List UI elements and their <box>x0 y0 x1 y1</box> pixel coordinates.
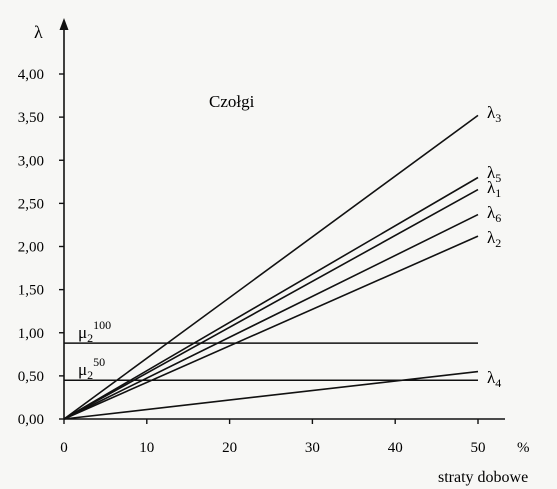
x-axis-unit: % <box>517 440 530 456</box>
y-axis-arrow <box>59 18 69 30</box>
series-line-lambda-4 <box>63 370 479 420</box>
y-tick-label: 0,50 <box>18 369 44 385</box>
x-tick-label: 40 <box>388 440 403 456</box>
series-label-lambda-1: λ1 <box>487 178 501 200</box>
series-label-lambda-6: λ6 <box>487 203 501 225</box>
y-tick-label: 1,00 <box>18 326 44 342</box>
reference-line-label: μ2100 <box>78 318 111 345</box>
y-tick-label: 2,50 <box>18 196 44 212</box>
y-axis-label: λ <box>34 22 43 42</box>
reference-line-label: μ250 <box>78 355 105 382</box>
x-tick-label: 0 <box>60 440 68 456</box>
series-label-lambda-5: λ5 <box>487 163 501 185</box>
y-tick-label: 3,00 <box>18 153 44 169</box>
series-line-lambda-3 <box>63 114 479 420</box>
series-line-lambda-2 <box>63 235 479 420</box>
x-tick-label: 20 <box>222 440 237 456</box>
x-axis-label: straty dobowe <box>438 469 528 486</box>
y-tick-label: 1,50 <box>18 283 44 299</box>
series-lines <box>63 114 479 420</box>
y-tick-label: 3,50 <box>18 110 44 126</box>
x-tick-label: 30 <box>305 440 320 456</box>
y-tick-label: 4,00 <box>18 67 44 83</box>
x-tick-label: 50 <box>471 440 486 456</box>
series-label-lambda-3: λ3 <box>487 103 501 125</box>
axes: 0,00 0,50 1,00 1,50 2,00 2,50 3,00 3,50 4,00 0 10 2… <box>18 18 505 456</box>
series-line-lambda-5 <box>63 176 479 420</box>
chart-title: Czołgi <box>209 92 255 111</box>
y-tick-label: 0,00 <box>18 412 44 428</box>
series-line-lambda-6 <box>63 213 479 420</box>
reference-lines <box>64 342 478 381</box>
y-tick-label: 2,00 <box>18 240 44 256</box>
series-label-lambda-2: λ2 <box>487 228 501 250</box>
series-label-lambda-4: λ4 <box>487 368 501 390</box>
x-tick-label: 10 <box>139 440 154 456</box>
series-line-lambda-1 <box>63 188 479 420</box>
